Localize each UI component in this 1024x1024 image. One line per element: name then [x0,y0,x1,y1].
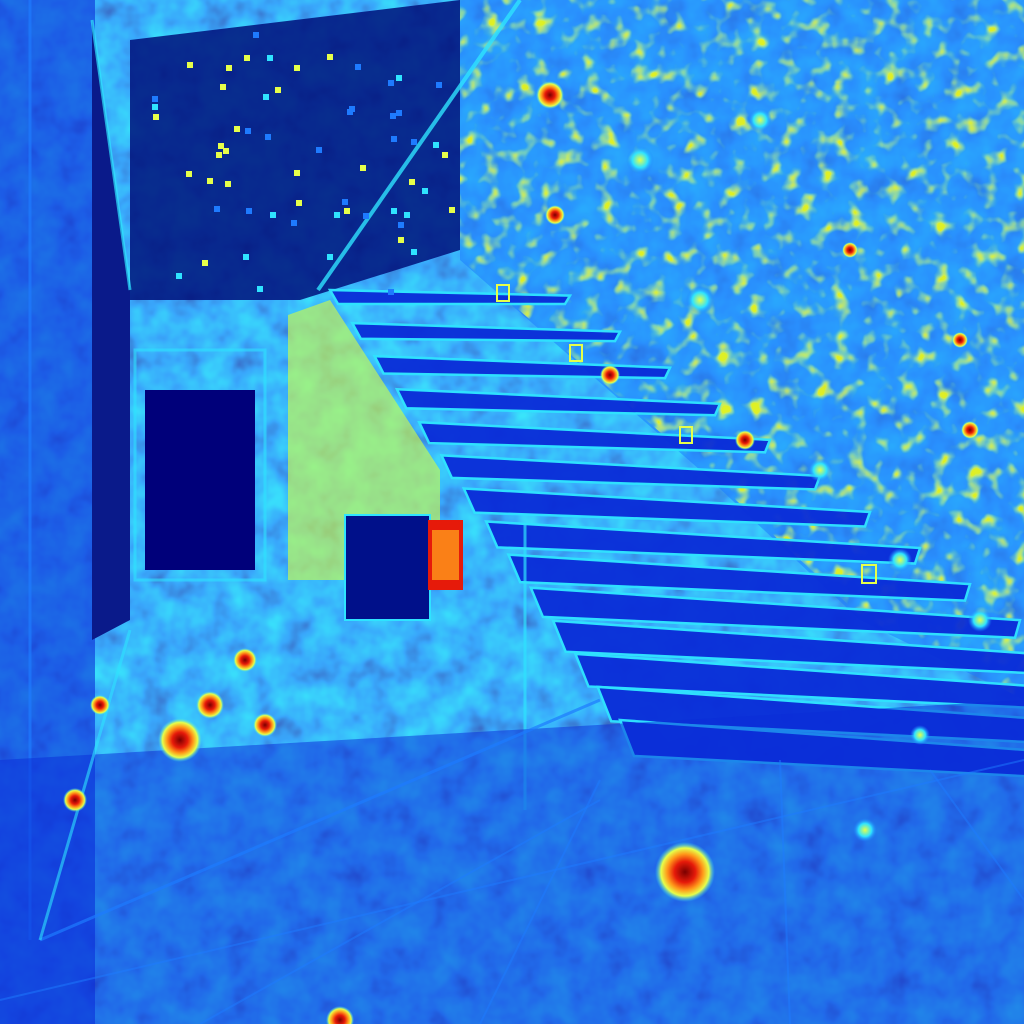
speck [267,55,273,61]
speck [253,32,259,38]
speck [220,84,226,90]
speck [388,80,394,86]
speck [214,206,220,212]
speck [257,286,263,292]
ceiling-specks [152,32,455,295]
speck [388,289,394,295]
speck [263,94,269,100]
speck [404,212,410,218]
speck [216,152,222,158]
speck [275,87,281,93]
speck [226,65,232,71]
speck [398,237,404,243]
speck [243,254,249,260]
speck [234,126,240,132]
stair-tread [528,586,1022,639]
speck [265,134,271,140]
speck [390,113,396,119]
doorway [133,348,267,582]
speck [433,142,439,148]
speck [363,213,369,219]
speck [398,222,404,228]
speck [246,208,252,214]
speck [152,104,158,110]
speck [296,200,302,206]
speck [344,208,350,214]
speck [186,171,192,177]
speck [316,147,322,153]
speck [327,54,333,60]
speck [391,208,397,214]
handrail [316,0,522,292]
stair-tread [573,652,1024,709]
speck [334,212,340,218]
speck [411,139,417,145]
ceiling-dark-region [130,0,460,300]
speck [436,82,442,88]
speck [294,65,300,71]
speck [391,136,397,142]
speck [223,148,229,154]
hotspots [63,81,992,1024]
stair-tread [439,454,822,491]
stair-tread [394,387,722,417]
speck [349,106,355,112]
speck [327,254,333,260]
wall-switches [496,284,877,584]
speck [218,143,224,149]
lit-wall-panel [288,300,440,580]
speck [152,96,158,102]
speck [187,62,193,68]
speck [442,152,448,158]
speck [202,260,208,266]
speck [449,207,455,213]
speck [409,179,415,185]
stair-tread [506,553,972,602]
speck [270,212,276,218]
speck [207,178,213,184]
lower-opening [344,514,463,621]
speck [396,110,402,116]
stair-tread [551,619,1024,675]
stair-tread [484,520,922,565]
speck [245,128,251,134]
stair-tread [372,354,672,380]
speck [225,181,231,187]
speck [355,64,361,70]
speck [294,170,300,176]
speck [244,55,250,61]
speck [411,249,417,255]
speck [396,75,402,81]
speck [291,220,297,226]
speck [153,114,159,120]
stair-tread [461,487,872,528]
stair-tread [350,321,623,343]
speck [176,273,182,279]
speck [342,199,348,205]
floor [0,629,1024,1024]
speck [422,188,428,194]
speck [360,165,366,171]
stair-tread [417,420,772,454]
